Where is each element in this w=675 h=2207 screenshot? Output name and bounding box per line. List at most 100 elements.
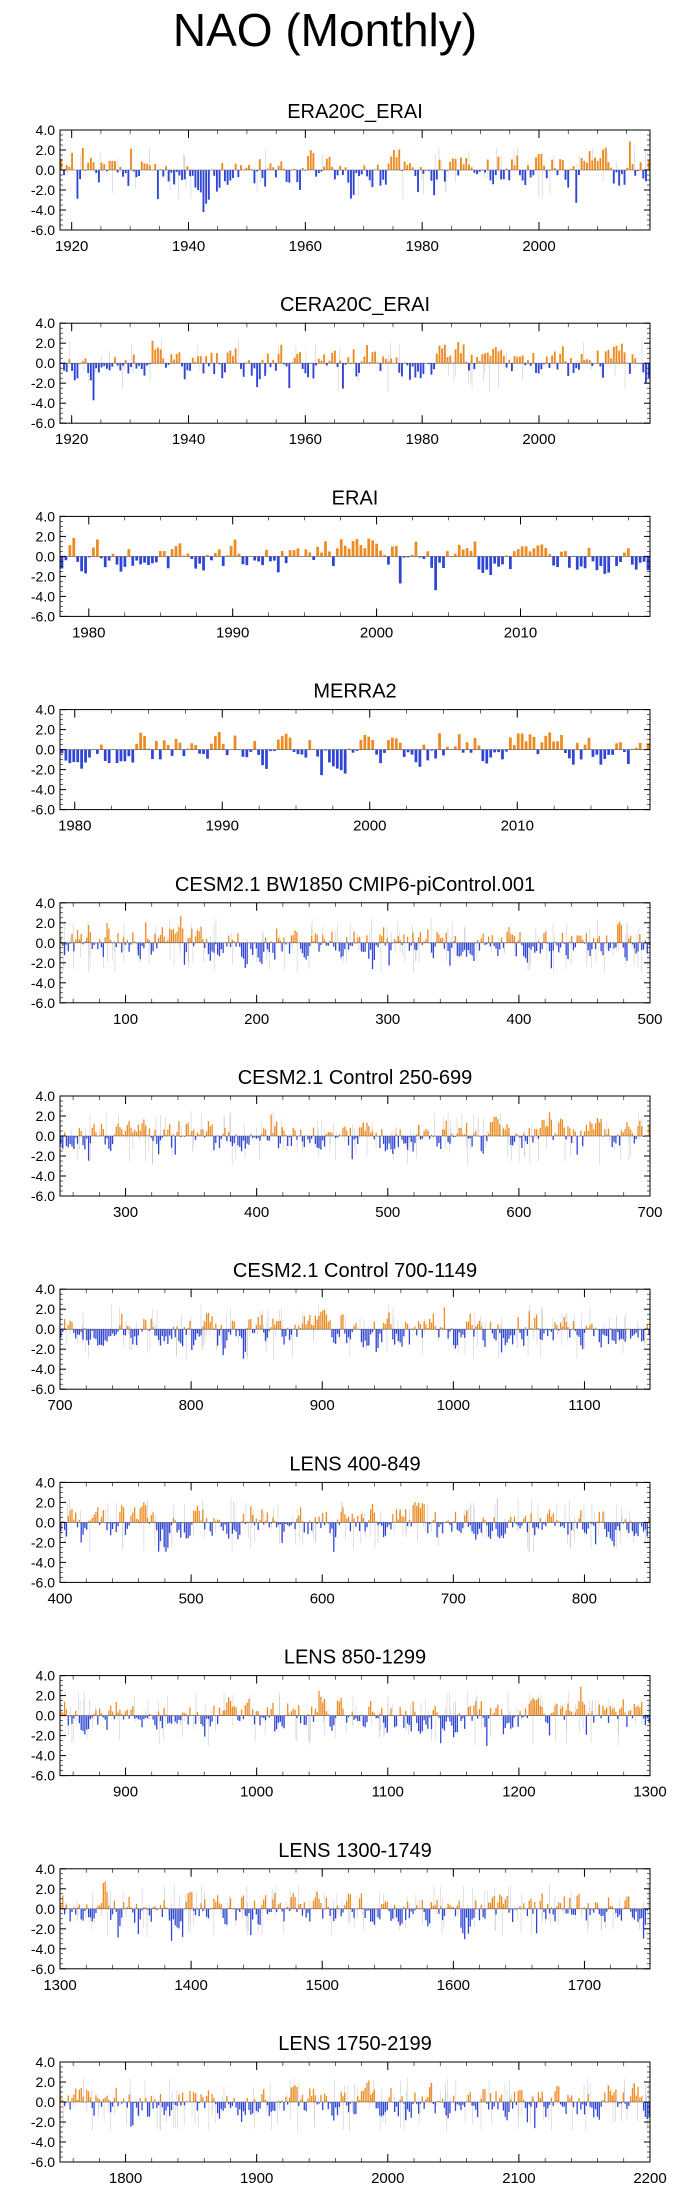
- positive-bar: [97, 1905, 99, 1909]
- negative-bar: [441, 1715, 444, 1729]
- negative-bar: [110, 1522, 112, 1536]
- positive-bar: [399, 1509, 401, 1523]
- negative-bar: [564, 749, 567, 754]
- negative-bar: [333, 1522, 335, 1552]
- negative-bar: [137, 1715, 140, 1720]
- negative-bar: [276, 556, 280, 573]
- negative-bar: [458, 942, 460, 957]
- negative-bar: [606, 1908, 608, 1912]
- negative-bar: [488, 1522, 490, 1537]
- negative-bar: [338, 942, 340, 952]
- positive-bar: [598, 1704, 600, 1716]
- positive-bar: [626, 548, 630, 557]
- positive-bar: [511, 934, 514, 943]
- negative-bar: [124, 1522, 127, 1535]
- positive-bar: [80, 933, 82, 943]
- positive-bar: [393, 939, 396, 943]
- positive-bar: [387, 163, 390, 170]
- negative-bar: [388, 1522, 390, 1525]
- negative-bar: [274, 1715, 276, 1732]
- y-tick-label: -4.0: [31, 1941, 55, 1957]
- negative-bar: [324, 749, 327, 751]
- negative-bar: [207, 1908, 210, 1919]
- positive-bar: [489, 355, 492, 364]
- negative-bar: [576, 1522, 578, 1529]
- negative-bar: [110, 1908, 112, 1920]
- negative-bar: [229, 1329, 232, 1335]
- negative-bar: [148, 1329, 151, 1331]
- negative-bar: [574, 1329, 576, 1331]
- positive-bar: [60, 1904, 62, 1909]
- negative-bar: [115, 942, 117, 948]
- positive-bar: [558, 1714, 560, 1716]
- positive-bar: [189, 1320, 191, 1330]
- positive-bar: [106, 1891, 108, 1909]
- negative-bar: [226, 170, 229, 185]
- negative-bar: [159, 1715, 162, 1721]
- positive-bar: [620, 1707, 623, 1716]
- positive-bar: [556, 1906, 558, 1909]
- negative-bar: [341, 170, 344, 176]
- negative-bar: [393, 1329, 396, 1345]
- positive-bar: [178, 1121, 180, 1136]
- positive-bar: [338, 1701, 340, 1716]
- negative-bar: [266, 1136, 269, 1141]
- negative-bar: [351, 1136, 353, 1160]
- positive-bar: [126, 1709, 128, 1716]
- negative-bar: [304, 170, 307, 171]
- negative-bar: [347, 1136, 350, 1146]
- positive-bar: [583, 744, 587, 750]
- negative-bar: [511, 1715, 514, 1728]
- positive-bar: [545, 931, 547, 943]
- negative-bar: [174, 1908, 176, 1926]
- positive-bar: [143, 736, 146, 750]
- negative-bar: [486, 1715, 488, 1746]
- negative-bar: [316, 749, 320, 757]
- positive-bar: [628, 1328, 630, 1330]
- positive-bar: [491, 1714, 494, 1716]
- positive-bar: [519, 1906, 521, 1909]
- negative-bar: [253, 363, 256, 369]
- positive-bar: [493, 1895, 495, 1909]
- y-tick-label: 4.0: [36, 1474, 56, 1490]
- negative-bar: [464, 1715, 466, 1729]
- negative-bar: [622, 942, 624, 948]
- positive-bar: [516, 549, 520, 557]
- negative-bar: [447, 942, 449, 951]
- negative-bar: [130, 1329, 132, 1338]
- positive-bar: [132, 354, 135, 364]
- positive-bar: [381, 1904, 383, 1909]
- positive-bar: [342, 1127, 344, 1136]
- negative-bar: [333, 1715, 335, 1726]
- positive-bar: [331, 166, 334, 170]
- positive-bar: [452, 941, 455, 943]
- positive-bar: [200, 926, 202, 943]
- negative-bar: [488, 1715, 490, 1719]
- positive-bar: [135, 743, 139, 750]
- positive-bar: [283, 937, 285, 943]
- negative-bar: [628, 1522, 630, 1533]
- positive-bar: [438, 934, 440, 943]
- negative-bar: [388, 942, 390, 966]
- y-tick-label: -2.0: [31, 182, 55, 198]
- positive-bar: [181, 928, 184, 943]
- positive-bar: [594, 1902, 597, 1909]
- negative-bar: [442, 749, 445, 756]
- y-tick-label: -4.0: [31, 1361, 55, 1377]
- positive-bar: [206, 554, 209, 557]
- positive-bar: [436, 1899, 438, 1909]
- positive-bar: [593, 938, 595, 943]
- negative-bar: [497, 556, 500, 567]
- negative-bar: [283, 1908, 285, 1922]
- negative-bar: [532, 1522, 534, 1528]
- negative-bar: [296, 170, 299, 183]
- negative-bar: [370, 1329, 372, 1335]
- negative-bar: [547, 1715, 549, 1724]
- negative-bar: [191, 170, 194, 176]
- positive-bar: [417, 1502, 420, 1523]
- positive-bar: [100, 1713, 103, 1716]
- negative-bar: [624, 942, 626, 958]
- positive-bar: [185, 1124, 187, 1136]
- y-tick-label: 4.0: [36, 1861, 56, 1877]
